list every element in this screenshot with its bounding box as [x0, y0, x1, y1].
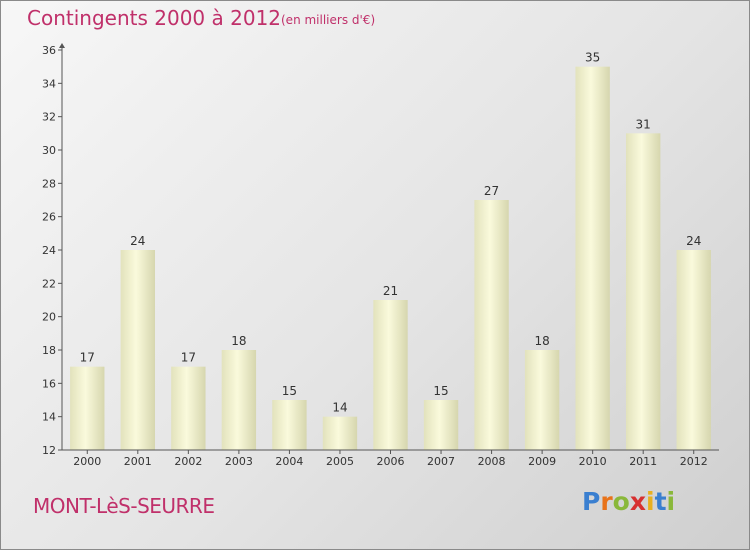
- chart-title: Contingents 2000 à 2012: [27, 6, 282, 30]
- x-tick-label: 2008: [478, 455, 506, 468]
- logo-letter: i: [666, 487, 676, 516]
- data-label: 15: [282, 384, 297, 398]
- y-tick-label: 30: [42, 144, 56, 157]
- logo-letter: P: [582, 487, 601, 516]
- logo-letter: i: [646, 487, 655, 516]
- x-tick-label: 2004: [275, 455, 303, 468]
- bar: [524, 350, 560, 450]
- x-tick-label: 2007: [427, 455, 455, 468]
- bar: [676, 250, 711, 450]
- bar: [221, 350, 257, 450]
- data-label: 14: [332, 401, 347, 415]
- y-tick-label: 22: [42, 277, 56, 290]
- data-label: 18: [534, 334, 549, 348]
- data-label: 31: [636, 117, 651, 131]
- x-tick-label: 2011: [629, 455, 657, 468]
- x-tick-label: 2001: [124, 455, 152, 468]
- data-label: 21: [383, 284, 398, 298]
- x-tick-label: 2009: [528, 455, 556, 468]
- data-label: 24: [130, 234, 145, 248]
- y-tick-label: 16: [42, 377, 56, 390]
- bar: [626, 133, 661, 451]
- logo-letter: o: [612, 487, 630, 516]
- x-tick-label: 2005: [326, 455, 354, 468]
- data-label: 24: [686, 234, 701, 248]
- x-tick-label: 2000: [73, 455, 101, 468]
- data-label: 17: [80, 351, 95, 365]
- data-label: 17: [181, 351, 196, 365]
- bar: [575, 66, 610, 451]
- bar: [272, 400, 307, 450]
- y-tick-label: 14: [42, 411, 56, 424]
- proxiti-logo: Proxiti: [582, 487, 675, 516]
- y-tick-label: 26: [42, 211, 56, 224]
- chart-subtitle: (en milliers d'€): [281, 13, 376, 27]
- bar: [322, 416, 358, 450]
- x-tick-label: 2010: [579, 455, 607, 468]
- bar: [70, 366, 105, 450]
- data-label: 35: [585, 51, 600, 65]
- x-tick-label: 2003: [225, 455, 253, 468]
- y-tick-label: 24: [42, 244, 56, 257]
- data-label: 27: [484, 184, 499, 198]
- x-tick-label: 2012: [680, 455, 708, 468]
- data-label: 15: [433, 384, 448, 398]
- logo-letter: t: [654, 487, 667, 516]
- x-tick-label: 2002: [174, 455, 202, 468]
- data-label: 18: [231, 334, 246, 348]
- y-tick-label: 34: [42, 77, 56, 90]
- bar: [423, 400, 459, 450]
- logo-letter: r: [600, 487, 613, 516]
- y-axis-arrow: [59, 43, 65, 48]
- y-tick-label: 28: [42, 177, 56, 190]
- bar: [120, 250, 155, 450]
- bar: [474, 200, 509, 450]
- logo-letter: x: [629, 487, 646, 516]
- x-tick-label: 2006: [377, 455, 405, 468]
- y-tick-label: 36: [42, 44, 56, 57]
- bar: [171, 366, 206, 450]
- y-tick-label: 18: [42, 344, 56, 357]
- bar: [373, 300, 408, 450]
- y-tick-label: 20: [42, 311, 56, 324]
- y-tick-label: 12: [42, 444, 56, 457]
- y-tick-label: 32: [42, 111, 56, 124]
- place-name: MONT-LèS-SEURRE: [33, 494, 215, 518]
